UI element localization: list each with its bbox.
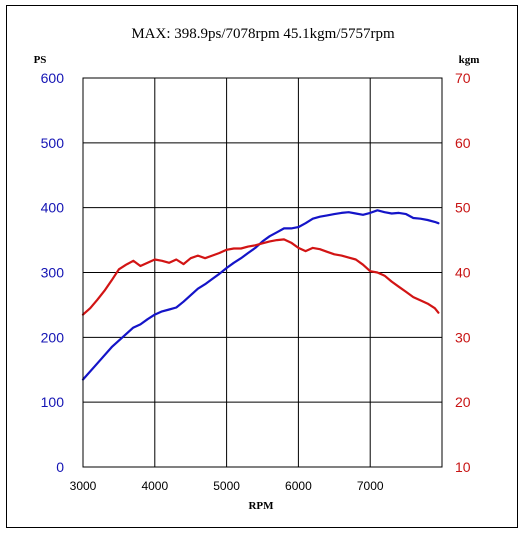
torque-line bbox=[81, 238, 440, 316]
x-tick-label: 4000 bbox=[141, 479, 168, 493]
left-tick-label: 600 bbox=[41, 70, 65, 86]
right-axis-ticks: 10 20 30 40 50 60 70 bbox=[455, 70, 471, 475]
right-tick-label: 50 bbox=[455, 200, 471, 216]
left-tick-label: 500 bbox=[41, 135, 65, 151]
left-tick-label: 0 bbox=[56, 459, 64, 475]
x-tick-label: 5000 bbox=[213, 479, 240, 493]
x-tick-label: 7000 bbox=[357, 479, 384, 493]
x-tick-label: 3000 bbox=[70, 479, 97, 493]
grid bbox=[82, 77, 442, 468]
x-tick-label: 6000 bbox=[285, 479, 312, 493]
right-tick-label: 60 bbox=[455, 135, 471, 151]
left-tick-label: 300 bbox=[41, 265, 65, 281]
chart-frame bbox=[6, 5, 518, 528]
right-tick-label: 40 bbox=[455, 265, 471, 281]
left-tick-label: 100 bbox=[41, 394, 65, 410]
left-axis-ticks: 0 100 200 300 400 500 600 bbox=[41, 70, 65, 475]
series-lines bbox=[81, 209, 440, 381]
right-tick-label: 30 bbox=[455, 329, 471, 345]
right-tick-label: 10 bbox=[455, 459, 471, 475]
x-axis-ticks: 3000 4000 5000 6000 7000 bbox=[70, 479, 384, 493]
chart-title: MAX: 398.9ps/7078rpm 45.1kgm/5757rpm bbox=[131, 26, 395, 42]
right-axis-unit: kgm bbox=[459, 54, 480, 66]
left-axis-unit: PS bbox=[34, 54, 47, 66]
x-axis-label: RPM bbox=[248, 500, 274, 512]
left-tick-label: 400 bbox=[41, 200, 65, 216]
plot-area-border bbox=[82, 77, 443, 468]
right-tick-label: 20 bbox=[455, 394, 471, 410]
right-tick-label: 70 bbox=[455, 70, 471, 86]
power-line bbox=[81, 209, 440, 381]
left-tick-label: 200 bbox=[41, 329, 65, 345]
